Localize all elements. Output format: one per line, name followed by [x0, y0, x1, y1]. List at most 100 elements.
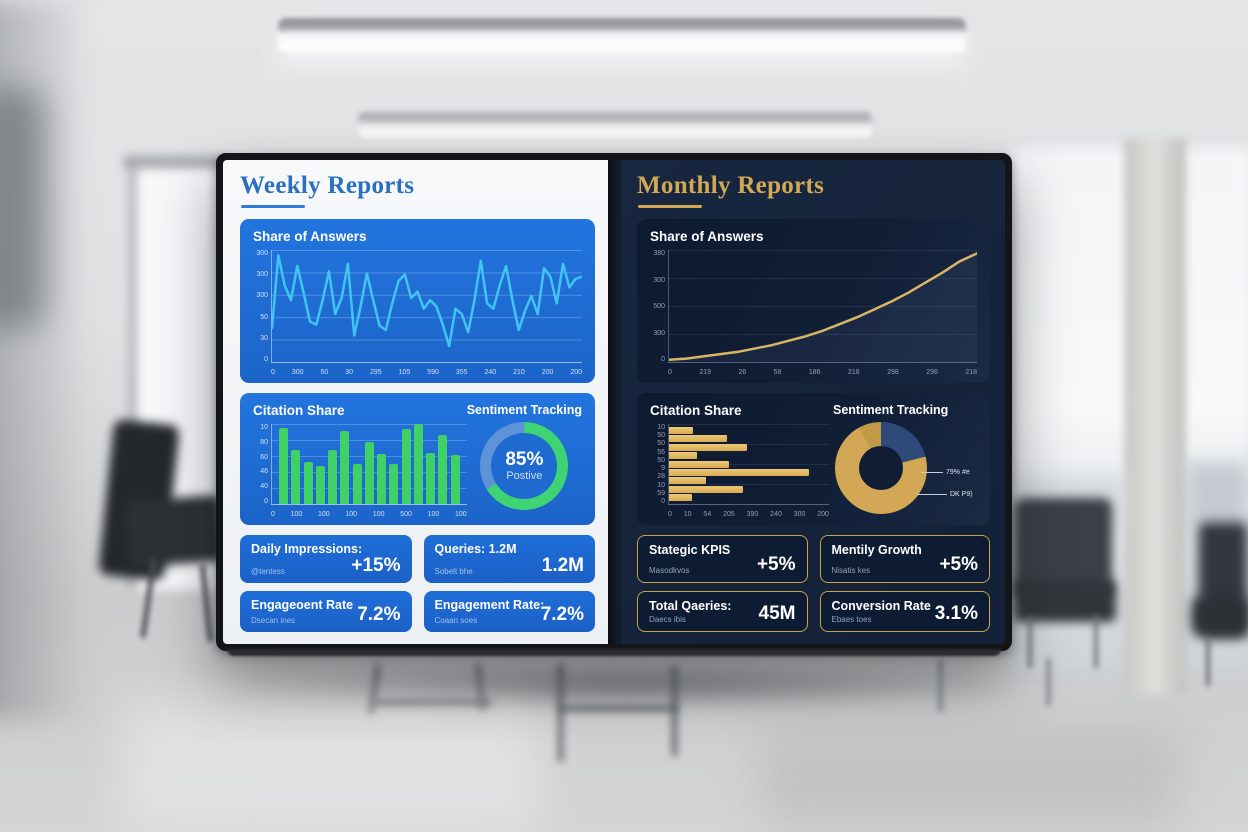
y-axis-labels: 300 300 300 50 30 0: [256, 250, 268, 363]
kpi-title: Stategic KPIS: [649, 543, 731, 557]
callout-label: DK P9): [950, 491, 973, 498]
weekly-kpi-grid: Daily Impressions: @tentess +15% Queries…: [240, 535, 595, 632]
citation-hbar-chart: 10 50 50 56 50 9 28 10 59 0 0 10 54 205 390 240 300 200: [650, 424, 829, 518]
kpi-value: +5%: [939, 554, 978, 575]
office-chair: [125, 494, 225, 568]
ceiling-light: [358, 112, 872, 138]
furniture-leg: [374, 700, 492, 705]
card-title: Citation Share: [650, 403, 742, 418]
kpi-monthly-growth: Mentily Growth Nisatis kes +5%: [819, 535, 990, 583]
kpi-engagement-rate: Engageoent Rate Dsecan ines 7.2%: [240, 591, 412, 632]
kpi-value: 45M: [758, 603, 796, 624]
kpi-subtext: Daecs ibis: [649, 615, 686, 624]
kpi-subtext: Coaan soes: [434, 616, 478, 625]
chair-leg: [1028, 616, 1032, 668]
kpi-strategic-kpis: Stategic KPIS Masodkvos +5%: [637, 535, 808, 583]
floor-reflection: [760, 730, 1180, 830]
floor-reflection: [120, 700, 540, 830]
citation-share-block: Citation Share 10 50 50 56 50 9 28 10 59 0 0 10 54 2…: [650, 403, 829, 518]
chair-leg: [1206, 638, 1210, 686]
weekly-reports-panel: Weekly Reports Share of Answers 300 300 30…: [223, 160, 608, 644]
weekly-share-line-chart: 300 300 300 50 30 0 0 300 50 30 295 105 590 355 240 21…: [253, 250, 582, 376]
kpi-title: Total Qaeries:: [649, 599, 732, 613]
line-plot-area: [668, 250, 977, 363]
kpi-value: +15%: [351, 555, 401, 576]
donut-center: [859, 446, 903, 490]
panel-divider: [608, 160, 621, 644]
y-axis-labels: 10 50 50 56 50 9 28 10 59 0: [657, 424, 665, 505]
kpi-conversion-rate: Conversion Rate Ebaes toes 3.1%: [819, 591, 990, 632]
kpi-value: 7.2%: [540, 604, 584, 625]
y-axis-labels: 380 300 500 300 0: [653, 250, 665, 363]
monthly-kpi-grid: Stategic KPIS Masodkvos +5% Mentily Grow…: [637, 535, 990, 632]
chair-leg: [1094, 616, 1098, 668]
furniture-leg: [1046, 658, 1051, 706]
kpi-value: 7.2%: [357, 604, 401, 625]
sentiment-donut-chart: 85% Postive: [480, 422, 569, 510]
furniture-leg: [558, 664, 563, 762]
title-underline: [638, 205, 702, 208]
card-title: Share of Answers: [253, 229, 367, 244]
donut-center: 85% Postive: [491, 433, 558, 499]
sentiment-donut-chart: [835, 422, 927, 514]
sentiment-tracking-block: Sentiment Tracking 85% Postive: [467, 403, 582, 518]
kpi-value: +5%: [756, 554, 796, 575]
weekly-citation-sentiment-card: Citation Share 10 80 60 46 40 0 0 100 100 100 100…: [240, 393, 595, 525]
sentiment-label: Postive: [506, 470, 543, 482]
kpi-value: 3.1%: [934, 603, 978, 624]
kpi-title: Engageoent Rate: [251, 598, 354, 612]
kpi-title: Queries: 1.2M: [434, 542, 517, 556]
kpi-value: 1.2M: [541, 555, 584, 576]
x-axis-labels: 0 219 26 58 186 218 298 296 218: [668, 369, 977, 376]
skyline: [1186, 462, 1248, 528]
x-axis-labels: 0 300 50 30 295 105 590 355 240 210 200 200: [271, 369, 582, 376]
x-axis-labels: 0 10 54 205 390 240 300 200: [668, 511, 829, 518]
kpi-title: Mentily Growth: [831, 543, 922, 557]
kpi-title: Engagement Rate:: [434, 598, 545, 612]
kpi-total-queries: Total Qaeries: Daecs ibis 45M: [637, 591, 808, 632]
title-underline: [241, 205, 305, 208]
card-title: Share of Answers: [650, 229, 764, 244]
monthly-share-line-chart: 380 300 500 300 0 0 219 26 58 186 218 298 296 218: [650, 250, 977, 376]
wall-corner-shadow: [0, 88, 46, 328]
hbar-plot-area: [668, 424, 829, 505]
ceiling-light: [278, 18, 966, 52]
monthly-reports-panel: Monthly Reports Share of Answers 380 300 5…: [621, 160, 1005, 644]
line-plot-area: [271, 250, 582, 363]
donut-wrap: [835, 422, 927, 514]
callout-label: 79% #e: [946, 469, 970, 476]
monthly-share-of-answers-card: Share of Answers 380 300 500 300 0 0 219 26 58 1…: [637, 219, 990, 383]
pillar: [1124, 138, 1186, 694]
kpi-engagement-rate-2: Engagement Rate: Coaan soes 7.2%: [423, 591, 595, 632]
kpi-subtext: Ebaes toes: [831, 615, 872, 624]
kpi-daily-impressions: Daily Impressions: @tentess +15%: [240, 535, 412, 583]
kpi-subtext: Dsecan ines: [251, 616, 296, 625]
bar-plot-area: [271, 424, 467, 505]
monthly-citation-sentiment-card: Citation Share 10 50 50 56 50 9 28 10 59 0 0 10 54 2…: [637, 393, 990, 525]
tv-shadow: [236, 658, 1020, 710]
kpi-subtext: Nisatis kes: [831, 566, 871, 575]
callout-line: [921, 472, 943, 473]
office-chair: [1192, 598, 1248, 634]
kpi-subtext: @tentess: [251, 567, 285, 576]
card-title: Citation Share: [253, 403, 345, 418]
monthly-title: Monthly Reports: [637, 172, 825, 199]
weekly-title: Weekly Reports: [240, 172, 415, 199]
sentiment-value: 85%: [505, 449, 544, 470]
furniture-leg: [938, 660, 943, 712]
sentiment-tracking-block: Sentiment Tracking 79% #e DK P9): [829, 403, 977, 518]
tv-screen: Weekly Reports Share of Answers 300 300 30…: [216, 153, 1012, 651]
x-axis-labels: 0 100 100 100 100 500 100 100: [271, 511, 467, 518]
callout-line: [917, 494, 947, 495]
furniture-leg: [672, 666, 677, 756]
kpi-queries: Queries: 1.2M Sobelt bhe 1.2M: [423, 535, 595, 583]
donut-callout: DK P9): [917, 491, 973, 498]
y-axis-labels: 10 80 60 46 40 0: [260, 424, 268, 505]
kpi-subtext: Masodkvos: [649, 566, 690, 575]
citation-share-block: Citation Share 10 80 60 46 40 0 0 100 100 100 100…: [253, 403, 467, 518]
citation-bar-chart: 10 80 60 46 40 0 0 100 100 100 100 500 100 100: [253, 424, 467, 518]
sentiment-title: Sentiment Tracking: [466, 403, 582, 417]
donut-callout: 79% #e: [921, 469, 970, 476]
furniture-leg: [558, 706, 678, 711]
